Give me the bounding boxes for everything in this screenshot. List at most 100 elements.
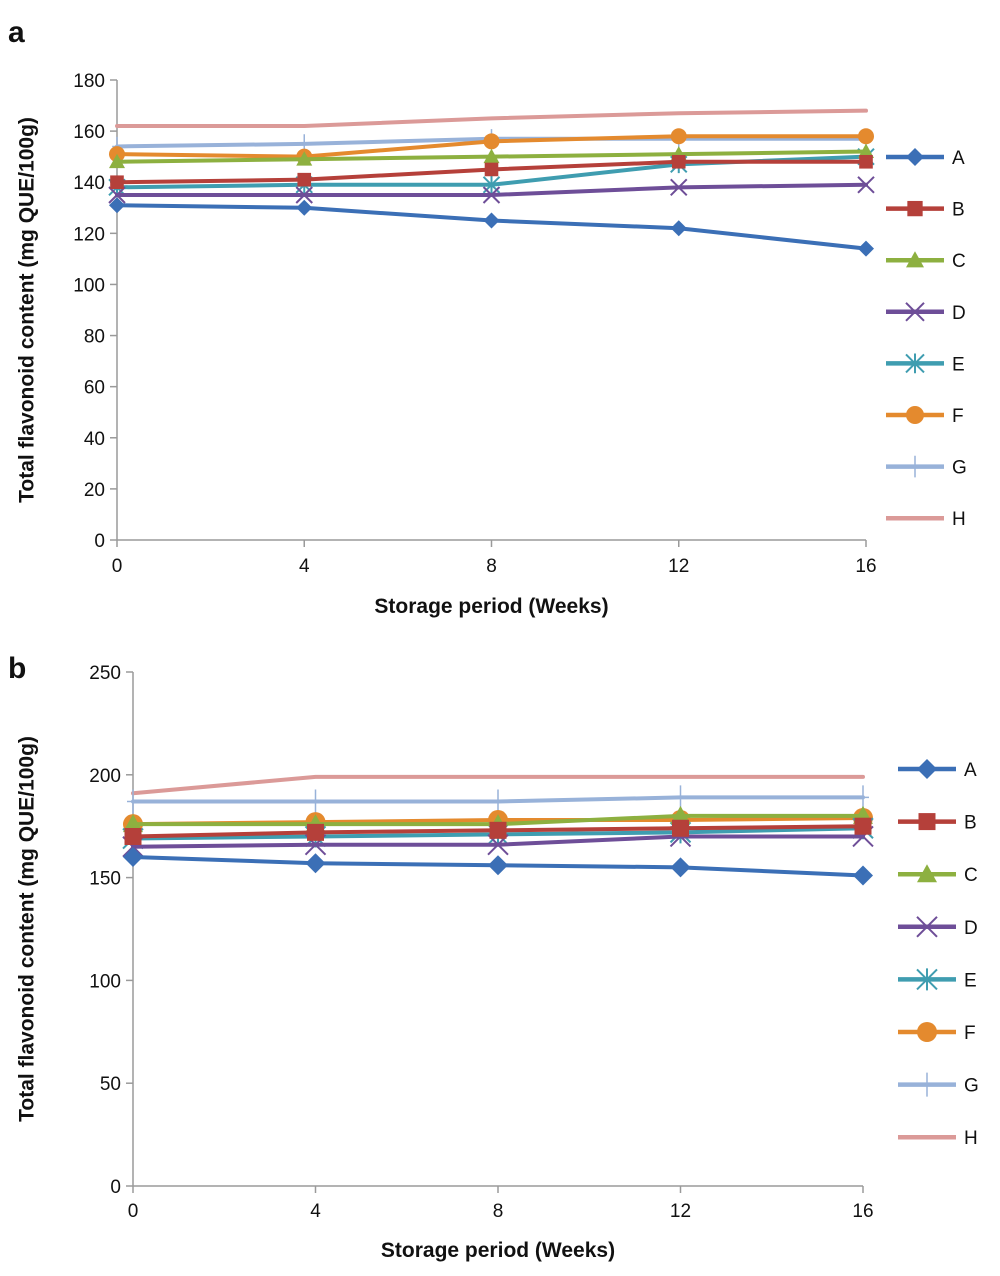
chart-panel-a: a 0 20 40 60 80 100 120 140 160 180 0 4 8 12 16 Storage …: [8, 16, 967, 618]
data-point-B: [307, 823, 324, 841]
data-point-A: [858, 240, 874, 257]
y-tick-label: 100: [89, 971, 121, 992]
data-point-A: [670, 220, 687, 237]
series-A: [123, 847, 873, 886]
legend-label: H: [964, 1128, 978, 1149]
data-point-A: [670, 857, 691, 878]
legend-marker: [906, 251, 924, 268]
legend-marker: [916, 968, 938, 991]
data-point-D: [108, 186, 126, 204]
y-tick-label: 250: [89, 663, 121, 684]
legend-item-C: C: [886, 251, 966, 272]
y-tick-label: 40: [84, 429, 105, 450]
panel-label: b: [8, 652, 26, 685]
data-point-C: [483, 148, 500, 164]
legend-label: D: [952, 303, 966, 324]
y-tick-label: 80: [84, 327, 105, 348]
chart-panel-b: b 0 50 100 150 200 250 0 4 8 12 16 Storage period (W…: [8, 652, 979, 1262]
y-tick-label: 0: [94, 531, 105, 552]
legend-item-E: E: [898, 968, 977, 991]
series-F: [109, 128, 874, 165]
data-point-B: [484, 162, 499, 177]
legend-marker: [905, 302, 925, 322]
series-H: [115, 108, 868, 128]
legend-marker: [906, 406, 924, 424]
data-point-B: [854, 817, 872, 835]
data-point-A: [488, 855, 508, 876]
series-D: [108, 176, 875, 204]
data-point-C: [670, 805, 691, 824]
x-tick-label: 12: [670, 1201, 691, 1222]
data-point-A: [483, 212, 500, 229]
legend-label: E: [964, 970, 977, 991]
data-point-F: [670, 128, 687, 145]
y-tick-label: 200: [89, 766, 121, 787]
legend-label: G: [964, 1076, 979, 1097]
x-tick-label: 16: [852, 1201, 873, 1222]
legend-item-E: E: [886, 353, 965, 375]
y-tick-label: 50: [100, 1074, 121, 1095]
series-B: [124, 817, 872, 845]
data-point-B: [672, 819, 689, 837]
data-point-A: [305, 853, 326, 874]
series-G: [127, 785, 869, 814]
legend-label: C: [952, 251, 966, 272]
legend-item-H: H: [886, 509, 966, 530]
x-axis-title: Storage period (Weeks): [381, 1239, 615, 1262]
series-B: [110, 154, 873, 190]
x-tick-label: 8: [486, 556, 497, 577]
legend-item-B: B: [886, 200, 965, 221]
data-point-G: [309, 789, 322, 814]
data-point-F: [483, 133, 500, 150]
series-A: [109, 197, 874, 257]
y-axis-title: Total flavonoid content (mg QUE/100g): [16, 117, 39, 503]
legend-label: C: [964, 865, 978, 886]
legend-marker: [918, 813, 936, 831]
data-point-A: [296, 199, 313, 216]
legend-marker: [917, 1022, 937, 1042]
x-tick-label: 16: [855, 556, 876, 577]
legend-marker: [905, 353, 925, 374]
legend-label: B: [952, 200, 965, 221]
legend-label: D: [964, 918, 978, 939]
legend-item-D: D: [886, 302, 966, 324]
y-tick-label: 180: [73, 71, 105, 92]
x-tick-label: 12: [668, 556, 689, 577]
data-point-B: [124, 827, 142, 845]
x-tick-label: 0: [112, 556, 123, 577]
legend-item-B: B: [898, 813, 977, 834]
y-tick-label: 160: [73, 122, 105, 143]
legend-marker: [921, 1072, 933, 1097]
data-point-C: [858, 143, 874, 158]
y-tick-label: 150: [89, 869, 121, 890]
legend-label: A: [964, 760, 977, 781]
x-tick-label: 8: [493, 1201, 504, 1222]
legend-item-G: G: [886, 455, 967, 479]
data-point-B: [489, 821, 507, 839]
legend-item-F: F: [886, 406, 964, 427]
series-line-H: [115, 108, 868, 128]
x-tick-label: 4: [310, 1201, 321, 1222]
series-H: [131, 774, 865, 796]
legend-label: H: [952, 509, 966, 530]
x-tick-label: 0: [128, 1201, 139, 1222]
legend-label: A: [952, 148, 965, 169]
data-point-C: [123, 814, 143, 833]
data-point-G: [674, 785, 687, 810]
legend-item-A: A: [898, 759, 977, 781]
legend-item-F: F: [898, 1022, 976, 1044]
legend-marker: [907, 200, 923, 217]
data-point-G: [857, 785, 869, 810]
y-tick-label: 120: [73, 224, 105, 245]
legend-marker: [917, 864, 937, 883]
legend-marker: [917, 759, 937, 779]
data-point-G: [492, 789, 504, 814]
data-point-D: [857, 176, 875, 194]
y-tick-label: 140: [73, 173, 105, 194]
data-point-A: [123, 847, 143, 868]
legend-label: G: [952, 458, 967, 479]
data-point-G: [127, 789, 139, 814]
legend: A B C D E F G H: [886, 148, 967, 530]
